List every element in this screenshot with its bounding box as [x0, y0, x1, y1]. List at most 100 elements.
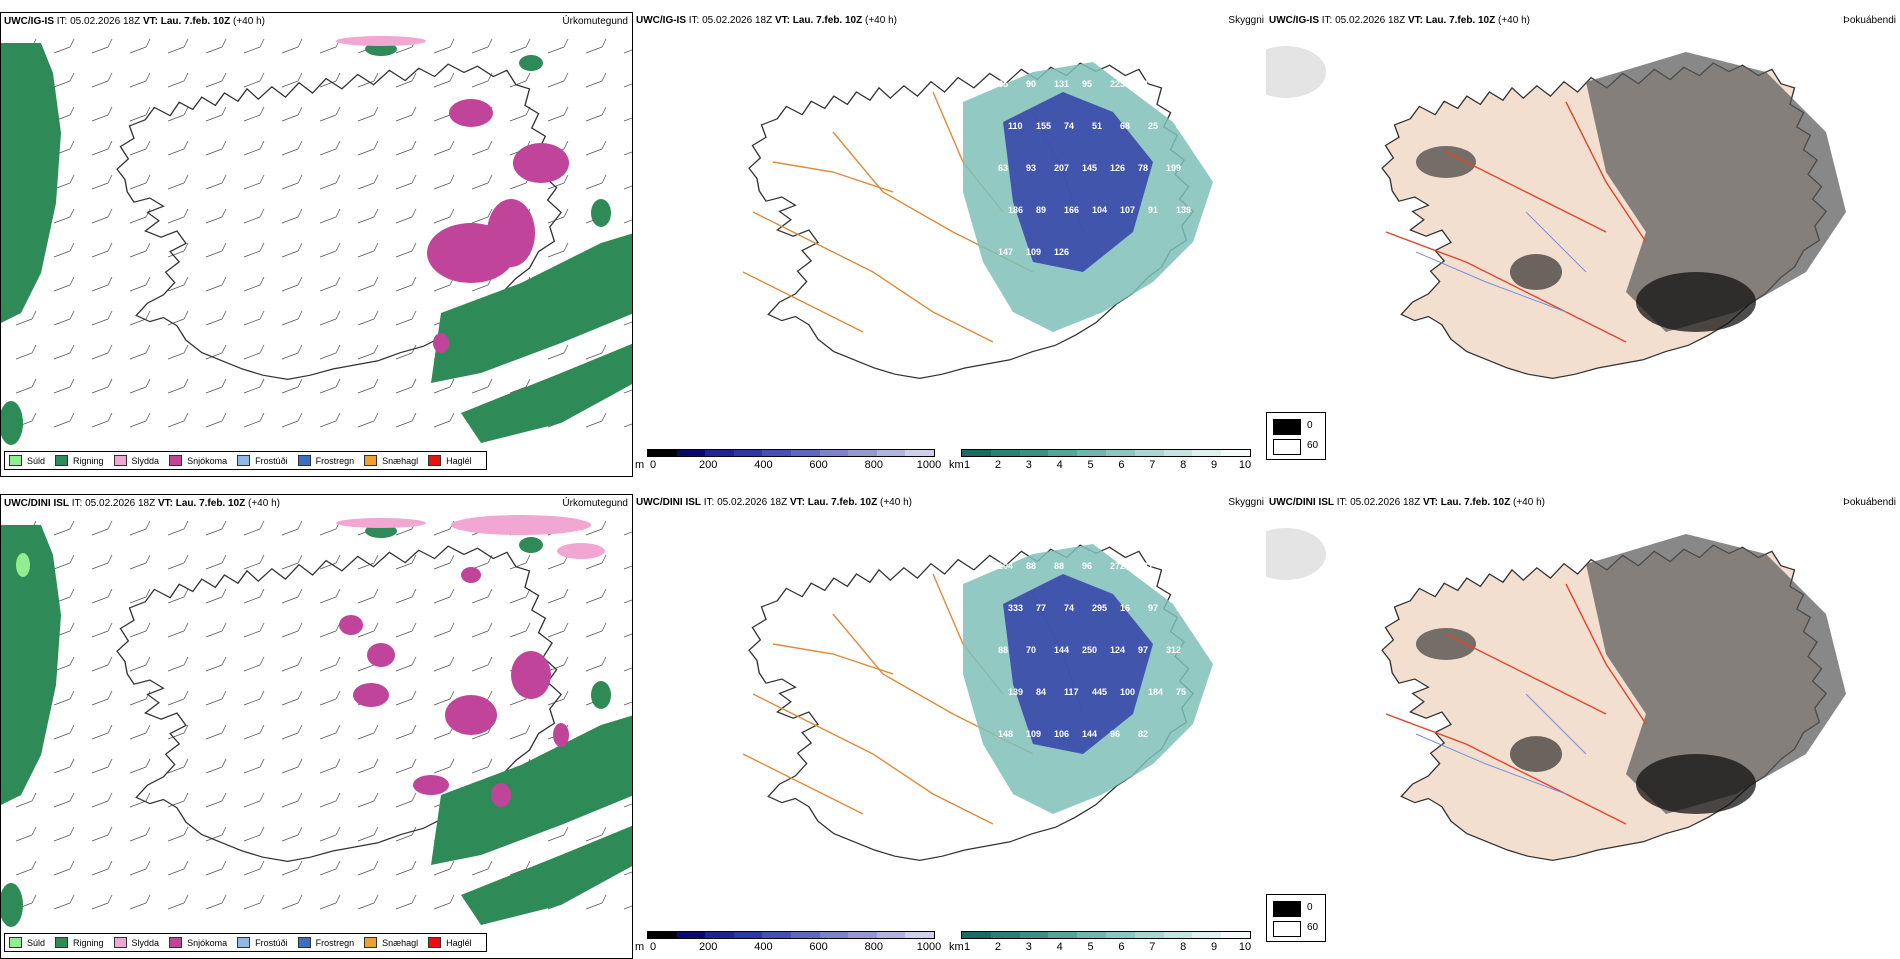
fog-legend-value-high: 60: [1307, 922, 1319, 933]
wind-barb-flag: [411, 724, 417, 734]
wind-barb-flag: [335, 242, 341, 252]
wind-barb: [53, 800, 71, 808]
model-name: UWC/IG-IS: [636, 15, 686, 26]
river: [1415, 251, 1567, 313]
wind-barb: [395, 420, 413, 428]
legend-label: Snæhagl: [382, 937, 419, 948]
visibility-panel: UWC/DINI ISL IT: 05.02.2026 18Z VT: Lau.…: [633, 494, 1266, 959]
wind-barb-flag: [563, 690, 569, 700]
wind-barb: [357, 114, 375, 122]
wind-barb-flag: [297, 276, 303, 286]
fog-legend-swatch-low: [1273, 901, 1301, 917]
wind-barb: [53, 766, 71, 774]
wind-barbs: [15, 520, 632, 910]
wind-barb: [395, 902, 413, 910]
visibility-value: 223: [1110, 79, 1125, 89]
wind-barb: [243, 664, 261, 672]
wind-barb: [357, 766, 375, 774]
wind-barb-flag: [373, 792, 379, 802]
wind-barb: [53, 698, 71, 706]
height-colorbar-tick: 1000: [916, 459, 942, 471]
wind-barb: [129, 902, 147, 910]
init-time: 05.02.2026 18Z: [1335, 15, 1406, 26]
road: [1385, 231, 1627, 343]
wind-barb: [623, 219, 632, 224]
wind-barb-flag: [183, 378, 189, 388]
wind-barb: [243, 902, 261, 910]
wind-barb: [243, 46, 261, 54]
wind-barb-flag: [487, 378, 493, 388]
wind-barb: [15, 834, 33, 842]
wind-barb: [623, 49, 632, 54]
wind-barb: [585, 352, 603, 360]
wind-barb-flag: [601, 588, 607, 598]
wind-barb-flag: [145, 894, 151, 904]
visibility-value: 74: [1064, 603, 1074, 613]
wind-barb-flag: [411, 690, 417, 700]
wind-barb-flag: [601, 520, 607, 530]
wind-barb: [623, 151, 632, 156]
colorbar-segment: [876, 450, 906, 456]
wind-barb: [281, 902, 299, 910]
wind-barb-flag: [449, 690, 455, 700]
wind-barb-flag: [69, 758, 75, 768]
wind-barb-flag: [487, 72, 493, 82]
wind-barb: [167, 284, 185, 292]
wind-barb-flag: [449, 656, 455, 666]
wind-barb: [319, 766, 337, 774]
wind-barb-flag: [373, 758, 379, 768]
wind-barb: [547, 596, 565, 604]
wind-barb: [319, 148, 337, 156]
wind-barb-flag: [107, 520, 113, 530]
wind-barb: [509, 80, 527, 88]
wind-barb-flag: [335, 140, 341, 150]
visibility-value: 295: [1092, 603, 1107, 613]
legend-item: Rigning: [55, 455, 104, 466]
wind-barb-flag: [145, 276, 151, 286]
wind-barb-flag: [107, 310, 113, 320]
wind-barb: [243, 250, 261, 258]
wind-barb: [91, 562, 109, 570]
fog-area-dense: [1636, 272, 1756, 332]
legend-swatch: [113, 937, 127, 948]
wind-barb: [585, 664, 603, 672]
wind-barb-flag: [107, 106, 113, 116]
wind-barb: [243, 318, 261, 326]
wind-barb-flag: [297, 140, 303, 150]
wind-barb: [319, 868, 337, 876]
wind-barb: [281, 420, 299, 428]
snow-area: [511, 651, 551, 699]
wind-barb: [395, 562, 413, 570]
wind-barb-flag: [487, 554, 493, 564]
wind-barb-flag: [525, 378, 531, 388]
wind-barb: [167, 250, 185, 258]
fog-map: [1266, 46, 1846, 379]
wind-barb: [623, 185, 632, 190]
river: [1525, 211, 1587, 273]
wind-barb: [243, 80, 261, 88]
wind-barb: [433, 596, 451, 604]
wind-barb: [167, 698, 185, 706]
wind-barb-flag: [525, 622, 531, 632]
legend-swatch: [237, 937, 251, 948]
snow-area: [433, 333, 449, 353]
snow-areas: [339, 567, 569, 807]
wind-barb-flag: [183, 826, 189, 836]
wind-barb-flag: [373, 378, 379, 388]
wind-barb-flag: [449, 174, 455, 184]
wind-barb: [129, 596, 147, 604]
wind-barb: [623, 565, 632, 570]
wind-barb: [129, 46, 147, 54]
visibility-value: 184: [1148, 687, 1163, 697]
wind-barb-flag: [259, 588, 265, 598]
wind-barb: [91, 80, 109, 88]
model-name: UWC/DINI ISL: [4, 498, 69, 509]
colorbar-segment: [1163, 932, 1193, 938]
legend-item: Súld: [9, 937, 45, 948]
wind-barb: [91, 766, 109, 774]
height-colorbar-unit: m: [635, 459, 645, 471]
km-colorbar-tick: 8: [1180, 459, 1187, 471]
init-time: 05.02.2026 18Z: [1350, 497, 1421, 508]
wind-barb-flag: [31, 826, 37, 836]
wind-barb: [167, 732, 185, 740]
